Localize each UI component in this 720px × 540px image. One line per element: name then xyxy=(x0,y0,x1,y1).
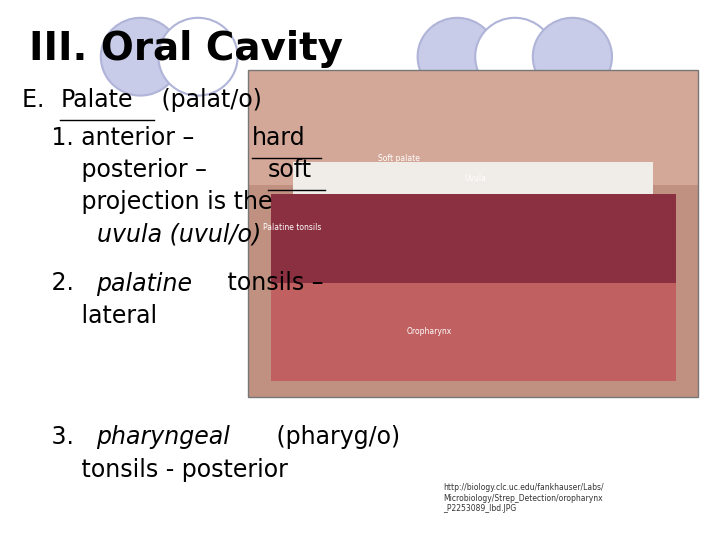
Text: Uvula: Uvula xyxy=(464,173,486,183)
Ellipse shape xyxy=(158,18,238,96)
Text: uvula (uvul/o): uvula (uvul/o) xyxy=(96,223,261,247)
Ellipse shape xyxy=(101,18,180,96)
Text: E.: E. xyxy=(22,88,51,112)
Text: tonsils –: tonsils – xyxy=(220,272,324,295)
Bar xyxy=(271,282,676,381)
Text: Palate: Palate xyxy=(60,88,132,112)
Text: hard: hard xyxy=(252,126,305,150)
Bar xyxy=(271,194,676,299)
Text: projection is the: projection is the xyxy=(29,191,272,214)
Bar xyxy=(294,161,654,201)
Text: (pharyg/o): (pharyg/o) xyxy=(269,426,400,449)
Text: 2.: 2. xyxy=(29,272,81,295)
Ellipse shape xyxy=(475,18,554,96)
Text: (palat/o): (palat/o) xyxy=(153,88,261,112)
Text: soft: soft xyxy=(268,158,312,182)
Text: posterior –: posterior – xyxy=(29,158,214,182)
Text: palatine: palatine xyxy=(96,272,192,295)
Text: http://biology.clc.uc.edu/fankhauser/Labs/
Microbiology/Strep_Detection/orophary: http://biology.clc.uc.edu/fankhauser/Lab… xyxy=(443,483,603,513)
Ellipse shape xyxy=(533,18,612,96)
Text: lateral: lateral xyxy=(29,304,157,328)
Text: Oropharynx: Oropharynx xyxy=(407,327,452,336)
Text: 1. anterior –: 1. anterior – xyxy=(29,126,202,150)
Text: Soft palate: Soft palate xyxy=(378,154,420,163)
Bar xyxy=(248,70,698,397)
Text: tonsils - posterior: tonsils - posterior xyxy=(29,458,288,482)
Text: 3.: 3. xyxy=(29,426,81,449)
Bar xyxy=(248,70,698,397)
Text: III. Oral Cavity: III. Oral Cavity xyxy=(29,30,343,68)
Bar xyxy=(248,70,698,185)
Text: pharyngeal: pharyngeal xyxy=(96,426,230,449)
Ellipse shape xyxy=(418,18,497,96)
Text: Palatine tonsils: Palatine tonsils xyxy=(263,222,321,232)
